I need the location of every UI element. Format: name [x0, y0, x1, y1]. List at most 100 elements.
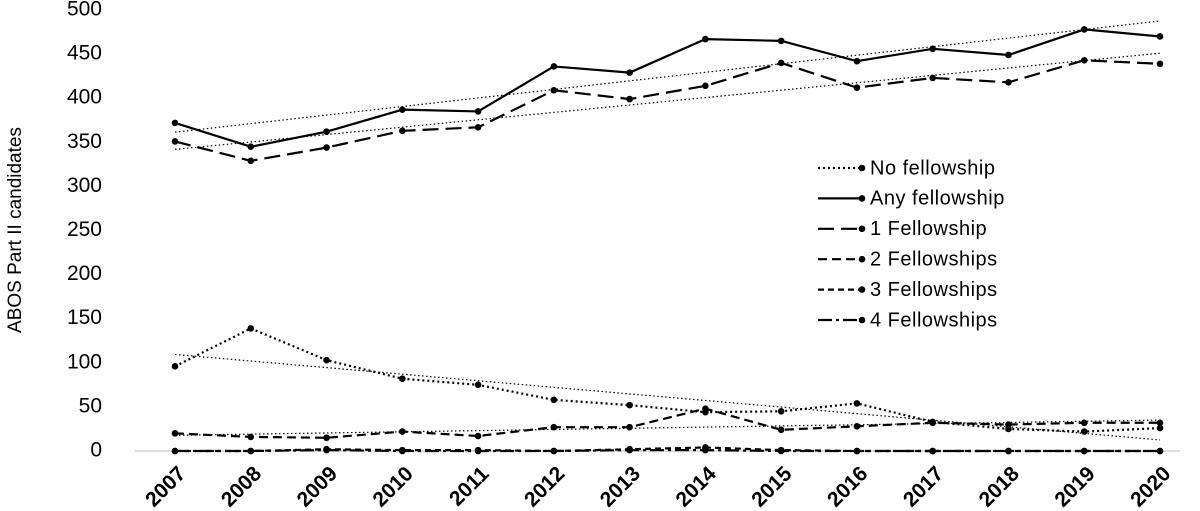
x-tick-label: 2020: [1126, 462, 1175, 511]
point: [171, 430, 179, 437]
point: [399, 106, 406, 113]
point: [1156, 424, 1164, 432]
trend-line: [174, 52, 1161, 150]
x-tick-label: 2009: [293, 462, 342, 511]
point: [853, 400, 861, 407]
point: [702, 82, 709, 90]
point: [1080, 419, 1088, 427]
legend-label: 1 Fellowship: [870, 218, 987, 240]
point: [702, 35, 709, 43]
point: [702, 446, 709, 454]
point: [1156, 33, 1164, 40]
point: [247, 447, 255, 455]
point: [550, 396, 558, 404]
point: [929, 419, 936, 427]
y-tick-label: 400: [67, 86, 102, 109]
point: [474, 124, 482, 131]
point: [1080, 56, 1088, 64]
point: [626, 446, 633, 454]
point: [853, 57, 861, 65]
point: [171, 119, 179, 127]
point: [399, 127, 406, 135]
x-tick-label: 2008: [217, 462, 267, 511]
x-tick-label: 2014: [672, 462, 722, 511]
point: [1080, 26, 1088, 33]
point: [171, 138, 179, 145]
point: [777, 59, 785, 67]
point: [929, 74, 936, 82]
point: [323, 356, 330, 364]
point: [626, 95, 633, 103]
x-tick-label: 2016: [823, 462, 872, 511]
point: [626, 69, 633, 76]
legend-marker: [858, 255, 866, 263]
point: [702, 405, 709, 412]
legend-marker: [858, 225, 866, 233]
series-line: [174, 28, 1161, 148]
point: [323, 434, 330, 442]
point: [1080, 447, 1088, 455]
point: [550, 447, 558, 455]
x-tick-label: 2019: [1050, 462, 1099, 511]
x-tick-label: 2011: [445, 462, 494, 511]
y-tick-label: 250: [67, 218, 102, 241]
point: [626, 423, 633, 431]
point: [247, 433, 255, 441]
point: [1005, 421, 1012, 428]
y-tick-label: 500: [67, 0, 102, 21]
point: [550, 63, 558, 70]
x-tick-label: 2018: [975, 462, 1025, 511]
y-tick-label: 50: [79, 394, 102, 417]
legend-label: Any fellowship: [870, 188, 1005, 210]
y-tick-label: 350: [67, 130, 102, 153]
point: [777, 408, 785, 415]
legend-label: 2 Fellowships: [870, 248, 998, 270]
point: [853, 84, 861, 91]
point: [1005, 79, 1012, 86]
y-tick-label: 100: [67, 350, 102, 373]
point: [399, 428, 406, 435]
point: [323, 128, 330, 136]
legend-label: 3 Fellowships: [870, 279, 998, 301]
point: [1156, 419, 1164, 427]
point: [399, 375, 406, 382]
x-tick-label: 2007: [141, 462, 190, 511]
point: [474, 447, 482, 455]
point: [323, 144, 330, 151]
point: [399, 447, 406, 455]
point: [550, 423, 558, 431]
point: [1080, 428, 1088, 435]
y-tick-label: 0: [90, 439, 102, 462]
x-tick-label: 2010: [368, 462, 417, 511]
series-line: [174, 59, 1161, 162]
y-axis-label: ABOS Part II candidates: [5, 127, 26, 333]
trend-line: [174, 353, 1161, 441]
point: [550, 86, 558, 94]
point: [474, 381, 482, 389]
legend-marker: [858, 195, 866, 202]
x-tick-label: 2013: [596, 462, 645, 511]
x-tick-label: 2017: [899, 462, 948, 511]
y-tick-label: 200: [67, 262, 102, 285]
point: [1156, 60, 1164, 68]
point: [626, 401, 633, 409]
point: [929, 447, 936, 455]
point: [171, 363, 179, 370]
point: [1156, 447, 1164, 455]
point: [777, 37, 785, 45]
y-tick-label: 300: [67, 174, 102, 197]
series-line: [174, 407, 1160, 439]
legend-marker: [858, 164, 866, 172]
point: [853, 423, 861, 430]
legend-marker: [858, 316, 866, 324]
trend-line: [174, 419, 1161, 436]
series-line: [174, 327, 1161, 433]
point: [247, 143, 255, 151]
point: [1005, 447, 1012, 455]
point: [777, 426, 785, 434]
point: [853, 447, 861, 455]
y-tick-label: 450: [67, 42, 102, 65]
legend-label: 4 Fellowships: [870, 309, 998, 331]
point: [474, 108, 482, 115]
